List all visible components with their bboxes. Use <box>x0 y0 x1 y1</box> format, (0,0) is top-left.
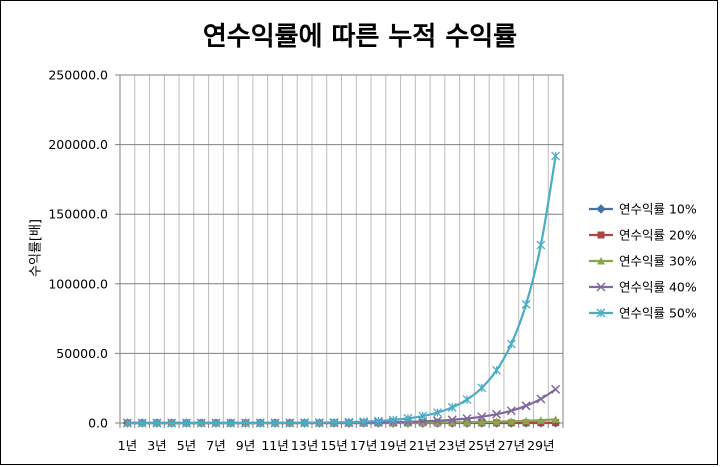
x-tick-label: 27년 <box>498 438 525 453</box>
grid-layer <box>119 74 564 424</box>
data-point <box>344 417 354 427</box>
y-tick-label: 200000.0 <box>48 137 108 152</box>
data-point <box>167 418 177 428</box>
data-point <box>181 418 191 428</box>
data-point <box>462 395 472 405</box>
y-tick-label: 150000.0 <box>48 207 108 222</box>
data-point <box>300 418 310 428</box>
data-point <box>522 416 531 425</box>
x-tick-label: 29년 <box>527 438 554 453</box>
data-point <box>448 418 457 426</box>
data-point <box>536 416 545 424</box>
legend-label: 연수익률 30% <box>619 254 697 269</box>
data-point <box>596 282 606 292</box>
data-point <box>241 418 250 428</box>
data-point <box>433 408 442 418</box>
legend-item: 연수익률 20% <box>589 228 697 243</box>
data-point <box>432 416 443 426</box>
x-tick-label: 1년 <box>118 438 137 453</box>
x-tick-label: 17년 <box>350 438 377 453</box>
data-point <box>418 411 428 421</box>
data-point <box>196 418 206 428</box>
x-tick-label: 15년 <box>320 438 347 453</box>
x-tick-label: 11년 <box>261 438 288 453</box>
data-point <box>388 415 398 425</box>
x-tick-label: 3년 <box>147 438 166 453</box>
y-tick-label: 100000.0 <box>48 276 108 291</box>
data-point <box>597 231 605 239</box>
axis-layer: 0.0 50000.0 100000.0 150000.0 200000.0 250000… <box>48 68 564 453</box>
data-point <box>492 417 501 426</box>
data-point <box>255 418 265 428</box>
x-tick-label: 13년 <box>291 438 318 453</box>
data-point <box>506 339 516 349</box>
data-point <box>462 413 472 424</box>
data-point <box>403 413 413 423</box>
x-tick-label: 5년 <box>177 438 196 453</box>
data-point <box>122 418 132 428</box>
legend-item: 연수익률 30% <box>589 254 697 269</box>
data-point <box>596 204 606 214</box>
series-group <box>122 151 561 428</box>
data-point <box>507 417 516 425</box>
series-layer <box>122 151 561 428</box>
legend-label: 연수익률 10% <box>619 202 697 217</box>
data-point <box>226 418 236 428</box>
legend-item: 연수익률 50% <box>589 306 697 321</box>
data-point <box>551 384 561 394</box>
data-point <box>359 417 369 427</box>
data-point <box>433 418 442 427</box>
y-tick-label: 250000.0 <box>48 68 108 83</box>
data-point <box>536 394 546 404</box>
data-point <box>492 409 502 419</box>
data-point <box>596 308 606 318</box>
data-point <box>463 418 472 426</box>
y-tick-label: 0.0 <box>88 416 108 431</box>
data-point <box>447 415 457 425</box>
legend-item: 연수익률 10% <box>589 202 697 217</box>
x-tick-label: 23년 <box>439 438 466 453</box>
data-point <box>137 418 147 428</box>
data-point <box>551 151 561 161</box>
chart-title: 연수익률에 따른 누적 수익률 <box>202 22 518 52</box>
legend-label: 연수익률 40% <box>619 280 697 295</box>
data-point <box>211 418 221 428</box>
legend: 연수익률 10% 연수익률 20% 연수익률 30% 연수익률 40% 연수익률 50% <box>589 202 697 321</box>
legend-item: 연수익률 40% <box>589 280 697 295</box>
x-tick-label: 19년 <box>379 438 406 453</box>
data-point <box>285 418 295 428</box>
data-point <box>521 299 531 309</box>
legend-label: 연수익률 50% <box>619 306 697 321</box>
data-point <box>521 401 531 411</box>
data-point <box>152 418 162 428</box>
data-point <box>492 365 502 375</box>
x-tick-label: 9년 <box>236 438 255 453</box>
data-point <box>373 416 383 426</box>
data-point <box>536 240 546 250</box>
data-point <box>597 257 605 265</box>
data-point <box>477 418 486 426</box>
y-tick-label: 50000.0 <box>56 346 108 361</box>
data-point <box>477 383 487 393</box>
data-point <box>506 406 516 416</box>
data-point <box>447 402 457 412</box>
data-point <box>270 418 280 428</box>
data-point <box>477 412 487 422</box>
data-point <box>551 415 560 423</box>
x-tick-label: 21년 <box>409 438 436 453</box>
data-point <box>314 418 324 428</box>
legend-label: 연수익률 20% <box>619 228 697 243</box>
x-tick-label: 25년 <box>468 438 495 453</box>
data-point <box>329 417 339 427</box>
x-tick-label: 7년 <box>206 438 225 453</box>
